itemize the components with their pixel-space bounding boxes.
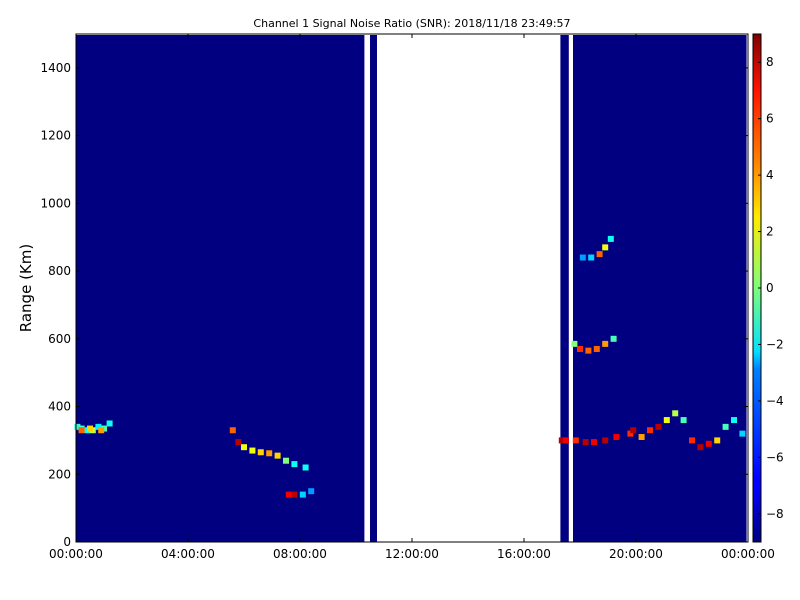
colorbar-tick-label-6: −4 bbox=[766, 394, 784, 408]
x-tick-label-5: 20:00:00 bbox=[609, 547, 663, 561]
echo-0600-cell-9 bbox=[302, 464, 309, 471]
y-tick-label-6: 1200 bbox=[40, 129, 71, 143]
echo-0600-cell-0 bbox=[229, 427, 236, 434]
echo-1730-cell-5 bbox=[602, 437, 609, 444]
heatmap-cells bbox=[74, 235, 746, 498]
echo-0000-cell-6 bbox=[106, 420, 113, 427]
echo-evening-layer-cell-10 bbox=[714, 437, 721, 444]
echo-0600-cell-2 bbox=[241, 444, 247, 451]
echo-arc-600-cell-0 bbox=[571, 340, 578, 347]
echo-0600-cell-8 bbox=[291, 461, 298, 468]
echo-evening-layer-cell-1 bbox=[638, 434, 645, 441]
y-tick-label-0: 0 bbox=[63, 535, 71, 549]
echo-evening-layer-cell-13 bbox=[739, 430, 746, 437]
data-segment-0 bbox=[76, 35, 365, 542]
y-tick-label-2: 400 bbox=[48, 400, 71, 414]
x-tick-label-0: 00:00:00 bbox=[49, 547, 103, 561]
echo-0600-cell-6 bbox=[274, 452, 281, 459]
colorbar-ticks: 8 6 4 2 0 −2 −4 −6 −8 bbox=[758, 55, 784, 521]
echo-0800-cell-2 bbox=[299, 491, 306, 498]
echo-arc-600-cell-3 bbox=[593, 345, 600, 352]
chart-title: Channel 1 Signal Noise Ratio (SNR): 2018… bbox=[253, 17, 570, 30]
x-tick-label-4: 16:00:00 bbox=[497, 547, 551, 561]
x-tick-label-6: 00:00:00 bbox=[721, 547, 775, 561]
echo-arc-850-cell-2 bbox=[596, 251, 603, 258]
data-segment-1 bbox=[370, 35, 377, 542]
echo-evening-layer-cell-6 bbox=[680, 417, 687, 424]
data-segment-3 bbox=[573, 35, 747, 542]
colorbar-tick-label-8: −8 bbox=[766, 507, 784, 521]
y-tick-label-4: 800 bbox=[48, 264, 71, 278]
echo-1730-cell-1 bbox=[563, 437, 569, 444]
plot-area bbox=[74, 33, 749, 543]
x-tick-label-1: 04:00:00 bbox=[161, 547, 215, 561]
echo-arc-850-cell-1 bbox=[588, 254, 595, 261]
echo-1730-cell-6 bbox=[613, 434, 620, 441]
echo-0000-cell-0 bbox=[74, 423, 81, 430]
echo-evening-layer-cell-3 bbox=[655, 423, 662, 430]
data-segment-2 bbox=[560, 35, 569, 542]
echo-0800-cell-0 bbox=[285, 491, 292, 498]
echo-evening-layer-cell-12 bbox=[731, 417, 737, 424]
colorbar-tick-label-1: 6 bbox=[766, 112, 774, 126]
echo-evening-layer-cell-8 bbox=[697, 444, 704, 451]
echo-arc-850-cell-4 bbox=[607, 235, 614, 242]
echo-evening-layer-cell-5 bbox=[672, 410, 679, 417]
heatmap-segments bbox=[76, 35, 747, 542]
echo-0600-cell-3 bbox=[249, 447, 256, 454]
echo-1730-cell-4 bbox=[591, 439, 597, 446]
y-tick-label-3: 600 bbox=[48, 332, 71, 346]
echo-arc-600-cell-2 bbox=[585, 347, 592, 354]
y-tick-label-1: 200 bbox=[48, 467, 71, 481]
y-axis-label: Range (Km) bbox=[17, 244, 35, 332]
echo-arc-600-cell-4 bbox=[602, 340, 609, 347]
colorbar-tick-label-4: 0 bbox=[766, 281, 774, 295]
echo-evening-layer-cell-9 bbox=[705, 440, 712, 447]
y-tick-label-7: 1400 bbox=[40, 61, 71, 75]
colorbar-tick-label-0: 8 bbox=[766, 55, 774, 69]
echo-1730-cell-0 bbox=[558, 437, 565, 444]
echo-evening-layer-cell-2 bbox=[647, 427, 653, 434]
echo-evening-layer-cell-4 bbox=[663, 417, 670, 424]
colorbar-tick-label-3: 2 bbox=[766, 225, 774, 239]
echo-evening-layer-cell-0 bbox=[630, 427, 637, 434]
colorbar-tick-label-5: −2 bbox=[766, 337, 784, 351]
x-tick-label-3: 12:00:00 bbox=[385, 547, 439, 561]
echo-0600-cell-5 bbox=[266, 450, 273, 457]
echo-0800-cell-1 bbox=[291, 491, 298, 498]
echo-0600-cell-4 bbox=[257, 449, 264, 456]
echo-arc-850-cell-0 bbox=[579, 254, 586, 261]
x-tick-label-2: 08:00:00 bbox=[273, 547, 327, 561]
echo-0000-core-cell-2 bbox=[98, 427, 105, 434]
echo-1730-cell-7 bbox=[627, 430, 634, 437]
x-axis: 00:00:00 04:00:00 08:00:00 12:00:00 16:00:00… bbox=[49, 34, 775, 561]
echo-evening-layer-cell-11 bbox=[722, 423, 729, 430]
echo-0600-cell-7 bbox=[283, 457, 289, 464]
echo-arc-850-cell-3 bbox=[602, 244, 609, 251]
echo-0000-cell-4 bbox=[95, 423, 102, 430]
echo-0600-cell-1 bbox=[235, 439, 242, 446]
echo-arc-600-cell-1 bbox=[577, 345, 583, 352]
echo-evening-layer-cell-7 bbox=[689, 437, 695, 444]
echo-arc-600-cell-5 bbox=[610, 335, 617, 342]
colorbar-tick-label-2: 4 bbox=[766, 168, 774, 182]
y-tick-label-5: 1000 bbox=[40, 196, 71, 210]
y-axis: 0 200 400 600 800 1000 1200 1400 bbox=[40, 61, 748, 549]
colorbar: 8 6 4 2 0 −2 −4 −6 −8 bbox=[752, 33, 784, 543]
echo-0800-cell-3 bbox=[308, 488, 315, 495]
echo-1730-cell-2 bbox=[572, 437, 579, 444]
echo-0000-core-cell-0 bbox=[78, 427, 85, 434]
colorbar-tick-label-7: −6 bbox=[766, 450, 784, 464]
echo-0000-core-cell-1 bbox=[87, 425, 93, 432]
echo-1730-cell-3 bbox=[582, 439, 589, 446]
